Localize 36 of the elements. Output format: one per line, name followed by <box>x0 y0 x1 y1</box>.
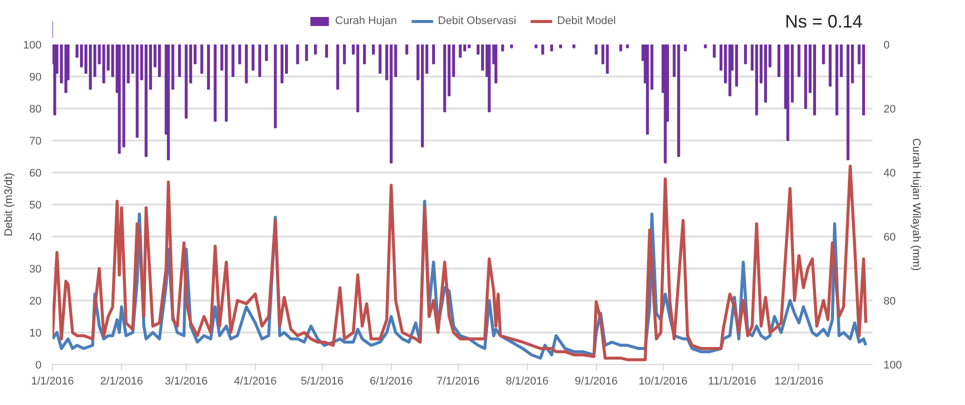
y-tick-label: 30 <box>29 264 42 276</box>
y2-tick-label: 100 <box>884 360 902 372</box>
text: Ns = 0.14 <box>784 12 862 32</box>
y-tick-label: 60 <box>29 168 42 180</box>
y-axis-title: Debit (m3/dt) <box>3 172 16 236</box>
x-tick-label: 2/1/2016 <box>100 376 143 388</box>
x-tick-label: 8/1/2016 <box>506 376 549 388</box>
legend-label: Debit Model <box>557 15 616 27</box>
x-tick-label: 1/1/2016 <box>31 376 74 388</box>
y2-axis-title: Curah Hujan Wilayah (mm) <box>910 138 922 271</box>
y-tick-label: 10 <box>29 328 42 340</box>
y-tick-label: 0 <box>35 360 42 372</box>
y2-tick-label: 40 <box>884 168 896 180</box>
x-tick-label: 9/1/2016 <box>574 376 618 388</box>
y-tick-label: 20 <box>29 296 42 308</box>
y-tick-label: 90 <box>29 72 42 84</box>
line-series <box>52 164 868 362</box>
y-tick-label: 50 <box>29 200 42 212</box>
y-tick-label: 40 <box>29 232 42 244</box>
y2-tick-label: 0 <box>884 40 890 52</box>
legend-label: Debit Observasi <box>438 15 516 27</box>
legend-label: Curah Hujan <box>335 15 397 27</box>
y2-tick-label: 80 <box>884 296 896 308</box>
x-tick-label: 10/1/2016 <box>638 376 688 388</box>
x-tick-label: 4/1/2016 <box>234 376 277 388</box>
y-tick-label: 70 <box>29 136 42 148</box>
x-tick-label: 3/1/2016 <box>164 376 208 388</box>
y2-tick-label: 20 <box>884 104 896 116</box>
x-tick-label: 11/1/2016 <box>708 376 756 388</box>
y-tick-label: 100 <box>23 40 42 52</box>
x-tick-label: 5/1/2016 <box>300 376 344 388</box>
x-tick-label: 7/1/2016 <box>436 376 480 388</box>
y-tick-label: 80 <box>29 104 42 116</box>
y2-tick-label: 60 <box>884 232 896 244</box>
x-tick-label: 12/1/2016 <box>774 376 824 388</box>
x-tick-label: 6/1/2016 <box>370 376 413 388</box>
